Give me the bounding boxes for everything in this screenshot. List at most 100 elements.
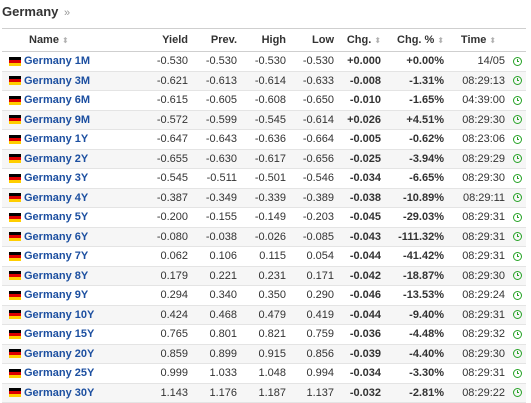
column-header-high[interactable]: High: [241, 28, 291, 52]
table-row: Germany 9M -0.572 -0.599 -0.545 -0.614 +0.026…: [2, 110, 527, 130]
bond-name-link[interactable]: Germany 9M: [22, 110, 135, 130]
chg-cell: -0.034: [338, 363, 386, 384]
prev-cell: -0.605: [192, 90, 242, 111]
bond-name-link[interactable]: Germany 30Y: [22, 383, 135, 403]
high-cell: 0.350: [241, 285, 291, 306]
prev-cell: 1.176: [192, 383, 242, 403]
flag-cell: [2, 363, 22, 384]
column-header-name[interactable]: Name ⬍: [2, 28, 135, 52]
low-cell: 0.759: [290, 324, 339, 345]
low-cell: -0.614: [290, 110, 339, 130]
low-cell: -0.656: [290, 149, 339, 169]
sort-arrows-icon[interactable]: ⬍: [374, 36, 382, 45]
high-cell: -0.614: [241, 71, 291, 91]
bond-name-link[interactable]: Germany 10Y: [22, 305, 135, 325]
time-cell: 08:29:22: [448, 383, 510, 403]
sort-arrows-icon[interactable]: ⬍: [489, 36, 497, 45]
column-header-low[interactable]: Low: [290, 28, 339, 52]
germany-flag-icon: [9, 290, 21, 300]
germany-flag-icon: [9, 95, 21, 105]
clock-icon: [513, 310, 523, 320]
status-cell: [509, 246, 527, 267]
status-cell: [509, 51, 527, 72]
bond-name-link[interactable]: Germany 1M: [22, 51, 135, 72]
bond-name-link[interactable]: Germany 2Y: [22, 149, 135, 169]
germany-flag-icon: [9, 310, 21, 320]
yield-cell: 0.999: [134, 363, 193, 384]
chg-cell: -0.046: [338, 285, 386, 306]
chg-cell: -0.036: [338, 324, 386, 345]
bond-name-link[interactable]: Germany 1Y: [22, 129, 135, 150]
table-row: Germany 1Y -0.647 -0.643 -0.636 -0.664 -0.005…: [2, 129, 527, 150]
flag-cell: [2, 266, 22, 286]
chg-cell: -0.032: [338, 383, 386, 403]
bond-name-link[interactable]: Germany 3M: [22, 71, 135, 91]
yield-cell: 0.179: [134, 266, 193, 286]
table-row: Germany 25Y 0.999 1.033 1.048 0.994 -0.034 -3.…: [2, 363, 527, 384]
time-cell: 08:29:32: [448, 324, 510, 345]
breadcrumb-arrow-icon[interactable]: »: [64, 7, 71, 19]
table-row: Germany 4Y -0.387 -0.349 -0.339 -0.389 -0.038…: [2, 188, 527, 208]
chg-pct-cell: +0.00%: [385, 51, 449, 72]
high-cell: 0.479: [241, 305, 291, 325]
bond-name-link[interactable]: Germany 8Y: [22, 266, 135, 286]
time-cell: 08:29:30: [448, 168, 510, 189]
bond-name-link[interactable]: Germany 20Y: [22, 344, 135, 364]
prev-cell: 0.106: [192, 246, 242, 267]
table-row: Germany 3Y -0.545 -0.511 -0.501 -0.546 -0.034…: [2, 168, 527, 189]
bond-name-link[interactable]: Germany 5Y: [22, 207, 135, 228]
column-header-label: Low: [312, 34, 335, 46]
flag-cell: [2, 305, 22, 325]
low-cell: 0.994: [290, 363, 339, 384]
status-cell: [509, 363, 527, 384]
sort-arrows-icon[interactable]: ⬍: [437, 36, 445, 45]
table-row: Germany 2Y -0.655 -0.630 -0.617 -0.656 -0.025…: [2, 149, 527, 169]
prev-cell: -0.038: [192, 227, 242, 247]
high-cell: 0.231: [241, 266, 291, 286]
table-row: Germany 10Y 0.424 0.468 0.479 0.419 -0.044 -9.…: [2, 305, 527, 325]
prev-cell: 0.899: [192, 344, 242, 364]
status-cell: [509, 305, 527, 325]
clock-icon: [513, 193, 523, 203]
column-header-yield[interactable]: Yield: [134, 28, 193, 52]
column-header-label: Chg.: [346, 34, 372, 46]
clock-icon: [513, 388, 523, 398]
column-header-chg-pct[interactable]: Chg. % ⬍: [385, 28, 449, 52]
bond-name-link[interactable]: Germany 4Y: [22, 188, 135, 208]
high-cell: -0.501: [241, 168, 291, 189]
sort-arrows-icon[interactable]: ⬍: [61, 36, 69, 45]
low-cell: 0.054: [290, 246, 339, 267]
status-cell: [509, 227, 527, 247]
column-header-label: Prev.: [210, 34, 238, 46]
chg-pct-cell: -111.32%: [385, 227, 449, 247]
bond-name-link[interactable]: Germany 6Y: [22, 227, 135, 247]
page-title-text: Germany: [2, 4, 59, 19]
chg-cell: -0.008: [338, 71, 386, 91]
column-header-prev[interactable]: Prev.: [192, 28, 242, 52]
yield-cell: 0.294: [134, 285, 193, 306]
germany-flag-icon: [9, 154, 21, 164]
time-cell: 08:29:31: [448, 305, 510, 325]
chg-pct-cell: -1.65%: [385, 90, 449, 111]
clock-icon: [513, 251, 523, 261]
chg-pct-cell: +4.51%: [385, 110, 449, 130]
column-header-chg[interactable]: Chg. ⬍: [338, 28, 386, 52]
bond-name-link[interactable]: Germany 7Y: [22, 246, 135, 267]
table-row: Germany 8Y 0.179 0.221 0.231 0.171 -0.042 -18.…: [2, 266, 527, 286]
high-cell: -0.339: [241, 188, 291, 208]
bond-name-link[interactable]: Germany 9Y: [22, 285, 135, 306]
column-header-time[interactable]: Time ⬍: [448, 28, 510, 52]
bond-name-link[interactable]: Germany 25Y: [22, 363, 135, 384]
prev-cell: 1.033: [192, 363, 242, 384]
bond-name-link[interactable]: Germany 15Y: [22, 324, 135, 345]
clock-icon: [513, 368, 523, 378]
chg-cell: +0.000: [338, 51, 386, 72]
chg-cell: +0.026: [338, 110, 386, 130]
bond-name-link[interactable]: Germany 3Y: [22, 168, 135, 189]
low-cell: -0.664: [290, 129, 339, 150]
high-cell: 0.915: [241, 344, 291, 364]
time-cell: 08:29:30: [448, 110, 510, 130]
yield-cell: -0.545: [134, 168, 193, 189]
bond-name-link[interactable]: Germany 6M: [22, 90, 135, 111]
time-cell: 08:29:30: [448, 344, 510, 364]
